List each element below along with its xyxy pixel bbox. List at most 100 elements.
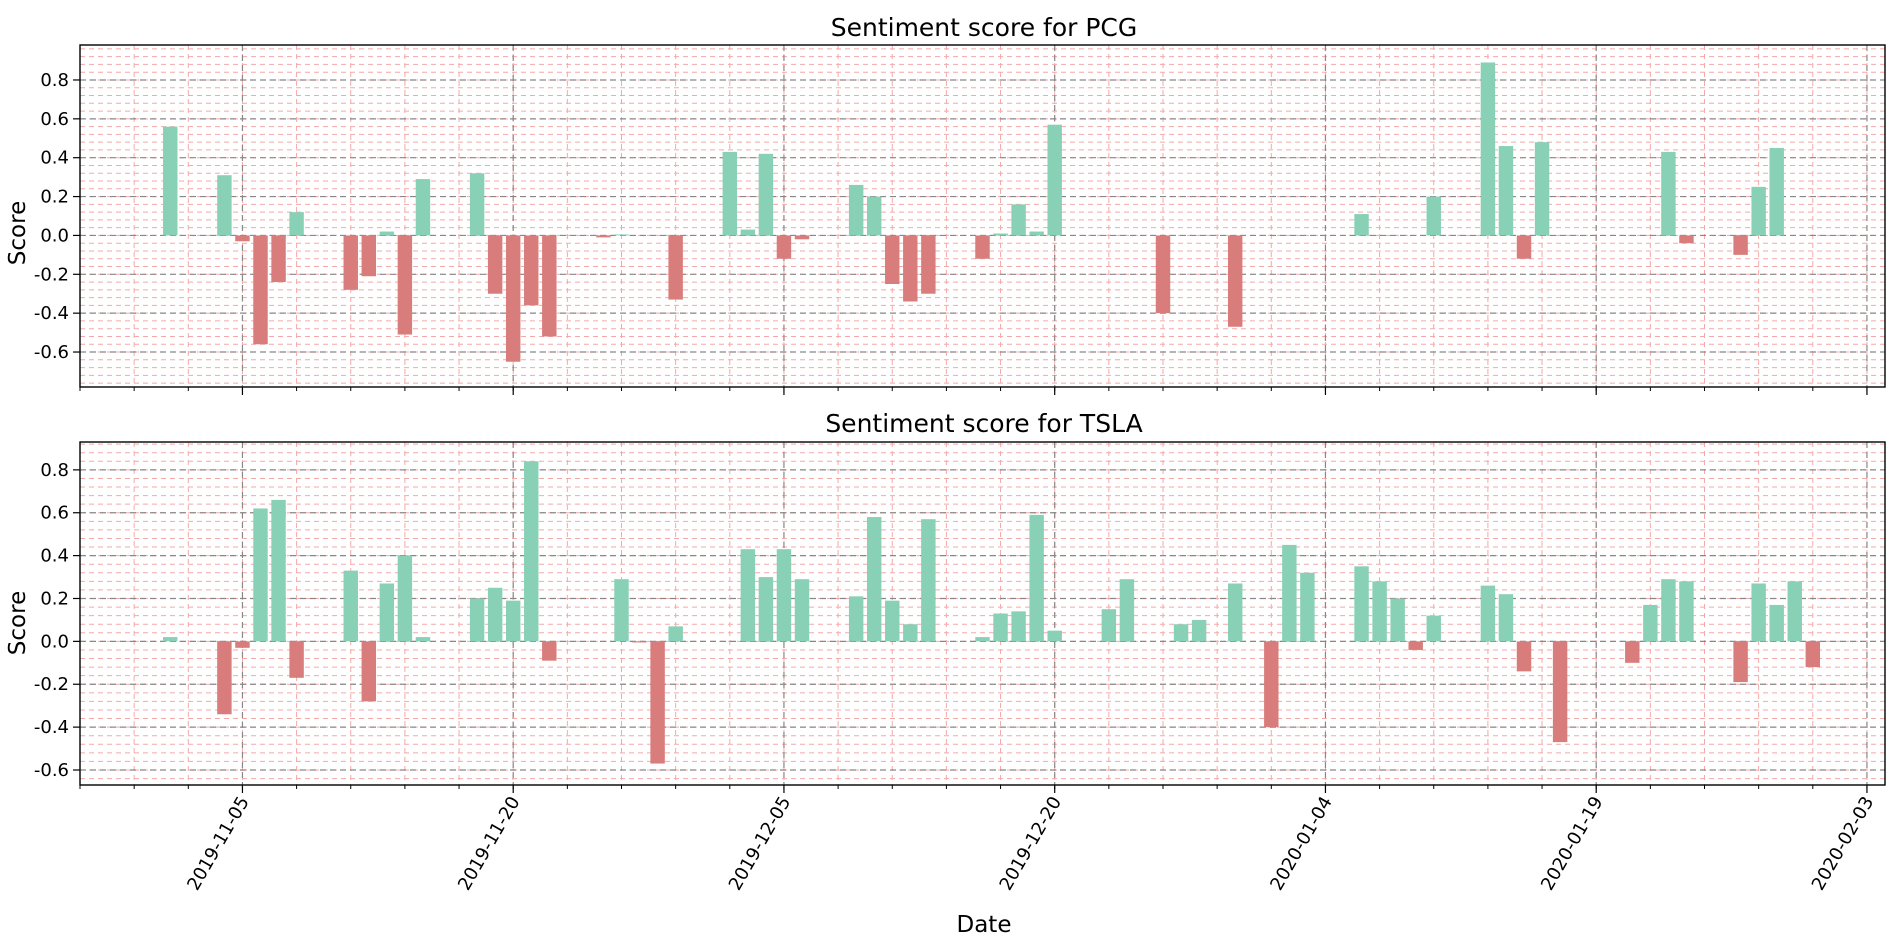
tsla-bar — [1264, 641, 1279, 728]
pcg-bar — [1498, 146, 1514, 236]
tsla-chart-title: Sentiment score for TSLA — [825, 409, 1142, 438]
tsla-ytick-label: 0.4 — [40, 546, 69, 567]
pcg-bar — [1480, 62, 1496, 236]
tsla-bar — [1227, 583, 1243, 642]
pcg-bar — [1733, 235, 1748, 255]
pcg-bar — [379, 231, 395, 236]
tsla-bar — [1751, 583, 1766, 642]
tsla-bar — [1390, 598, 1405, 642]
tsla-bar — [758, 577, 774, 642]
pcg-bar — [397, 235, 413, 335]
tsla-bar — [1354, 566, 1369, 642]
pcg-ytick-label: -0.6 — [34, 342, 69, 363]
tsla-bar — [1552, 641, 1568, 743]
tsla-bar — [1408, 641, 1423, 650]
pcg-bar — [848, 184, 864, 236]
tsla-bar — [397, 555, 413, 642]
x-tick-labels: 2019-11-05 2019-11-20 2019-12-05 2019-12-20… — [183, 793, 1878, 894]
pcg-bar — [542, 235, 557, 337]
tsla-bar — [794, 579, 810, 642]
pcg-bar — [596, 235, 611, 238]
tsla-bar — [217, 641, 232, 715]
tsla-bar — [1300, 572, 1315, 642]
tsla-bar — [524, 461, 539, 642]
tsla-ytick-label: 0.8 — [40, 460, 69, 481]
tsla-bar — [1480, 585, 1496, 642]
tsla-bar — [271, 499, 286, 642]
tsla-ytick-label: -0.2 — [34, 674, 69, 695]
x-tick-label: 2019-11-20 — [454, 793, 524, 894]
tsla-bar — [1733, 641, 1748, 683]
pcg-bar — [614, 234, 629, 236]
pcg-bar — [253, 235, 268, 345]
pcg-bar — [1354, 214, 1369, 236]
pcg-bar — [289, 212, 304, 236]
x-tick-label: 2020-01-04 — [1266, 793, 1336, 894]
tsla-bar — [1679, 581, 1694, 642]
pcg-ytick-label: 0.6 — [40, 109, 69, 130]
tsla-ytick-label: 0.6 — [40, 503, 69, 524]
tsla-ytick-label: 0.0 — [40, 631, 69, 652]
tsla-bar — [542, 641, 557, 661]
tsla-ytick-label: -0.6 — [34, 760, 69, 781]
pcg-bar — [776, 235, 792, 259]
tsla-bar — [848, 596, 864, 642]
tsla-bar — [289, 641, 304, 678]
tsla-bar — [379, 583, 395, 642]
pcg-bar — [1227, 235, 1243, 327]
pcg-bar — [758, 153, 774, 236]
x-tick-label: 2019-11-05 — [183, 793, 253, 894]
pcg-bar — [722, 151, 738, 236]
tsla-bar — [1119, 579, 1135, 642]
tsla-bar — [975, 637, 990, 642]
tsla-bar — [1426, 615, 1441, 642]
pcg-bar — [866, 196, 882, 236]
x-tick-label: 2019-12-05 — [725, 793, 795, 894]
tsla-bar — [903, 624, 918, 642]
pcg-bar — [1011, 204, 1026, 236]
tsla-bar — [505, 600, 521, 642]
tsla-bar — [1805, 641, 1821, 668]
pcg-bar — [217, 175, 232, 236]
tsla-chart-panel: Sentiment score for TSLA Score -0.6 -0.4 -… — [5, 409, 1886, 793]
pcg-bar — [487, 235, 503, 294]
pcg-ytick-label: 0.2 — [40, 187, 69, 208]
pcg-bar — [993, 233, 1008, 236]
tsla-bar — [1516, 641, 1532, 672]
pcg-bar — [343, 235, 358, 290]
pcg-bar — [415, 179, 431, 236]
pcg-bar — [271, 235, 286, 283]
pcg-bar — [1426, 196, 1441, 236]
pcg-bar — [668, 235, 683, 300]
pcg-bar — [1534, 142, 1550, 236]
x-tick-label: 2020-01-19 — [1537, 793, 1607, 894]
tsla-bar — [163, 637, 178, 642]
tsla-bar — [1787, 581, 1802, 642]
tsla-bar — [1011, 611, 1026, 642]
pcg-ytick-label: 0.8 — [40, 70, 69, 91]
tsla-bar — [740, 549, 756, 642]
tsla-bar — [415, 637, 431, 642]
tsla-y-axis-label: Score — [5, 591, 31, 655]
tsla-bar — [1661, 579, 1676, 642]
pcg-ytick-label: 0.0 — [40, 225, 69, 246]
tsla-bar — [253, 508, 268, 642]
tsla-bar — [1643, 604, 1658, 642]
tsla-bar — [235, 641, 250, 648]
pcg-bar — [921, 235, 936, 294]
pcg-ytick-label: -0.4 — [34, 303, 69, 324]
pcg-bar — [1516, 235, 1532, 259]
pcg-axes-frame — [79, 44, 1886, 388]
tsla-bar — [1769, 604, 1784, 642]
pcg-bar — [505, 235, 521, 362]
pcg-chart-title: Sentiment score for PCG — [831, 13, 1138, 42]
tsla-bar — [885, 600, 900, 642]
pcg-ytick-label: 0.4 — [40, 148, 69, 169]
tsla-bar — [1029, 514, 1044, 642]
tsla-bar — [469, 598, 485, 642]
pcg-chart-panel: Sentiment score for PCG Score -0.6 -0.4 -0… — [5, 13, 1886, 395]
tsla-bar — [1173, 624, 1189, 642]
pcg-bar — [469, 173, 485, 236]
pcg-bar — [361, 235, 377, 277]
